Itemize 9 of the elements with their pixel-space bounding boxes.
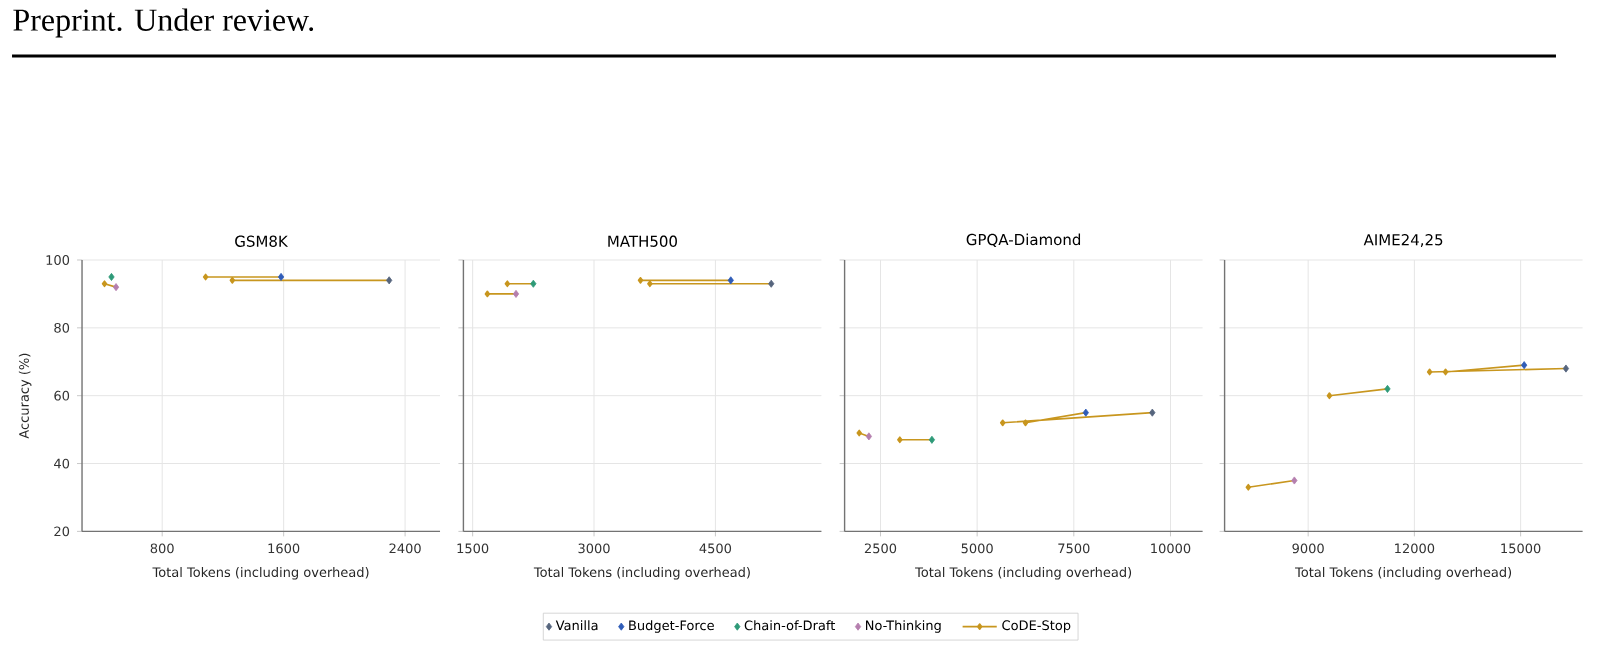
point bbox=[928, 435, 936, 444]
point bbox=[1521, 361, 1528, 370]
point bbox=[1562, 364, 1570, 373]
point bbox=[865, 432, 872, 441]
text: Preprint. Under review. bbox=[13, 8, 314, 38]
point bbox=[1384, 384, 1391, 393]
point bbox=[1082, 408, 1089, 417]
point bbox=[1149, 408, 1156, 417]
point bbox=[1291, 476, 1298, 485]
